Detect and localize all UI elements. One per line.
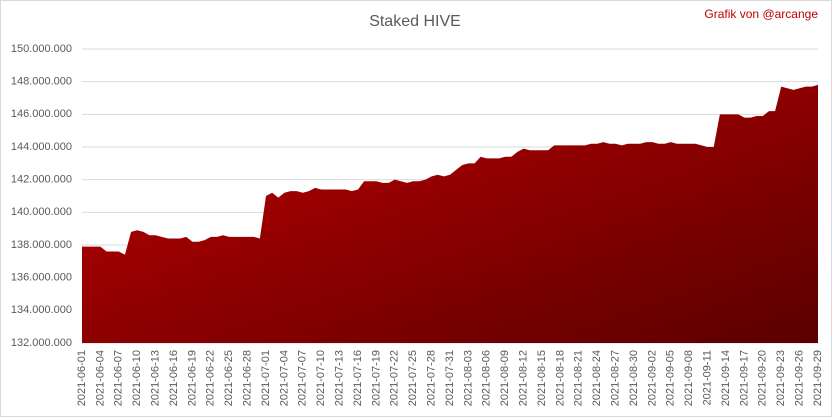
x-tick-label: 2021-06-01 (76, 350, 88, 406)
x-tick-label: 2021-09-23 (775, 350, 787, 406)
x-tick-label: 2021-08-12 (518, 350, 530, 406)
x-tick-label: 2021-06-04 (94, 350, 106, 406)
x-tick-label: 2021-07-13 (334, 350, 346, 406)
x-tick-label: 2021-07-25 (407, 350, 419, 406)
x-tick-label: 2021-07-31 (444, 350, 456, 406)
x-tick-label: 2021-09-02 (646, 350, 658, 406)
annotation: Grafik von @arcange (704, 7, 818, 21)
x-tick-label: 2021-06-16 (168, 350, 180, 406)
y-tick-label: 144.000.000 (11, 141, 72, 153)
x-tick-label: 2021-07-28 (426, 350, 438, 406)
x-tick-label: 2021-08-03 (462, 350, 474, 406)
y-tick-label: 138.000.000 (11, 239, 72, 251)
x-tick-label: 2021-07-22 (389, 350, 401, 406)
x-tick-label: 2021-09-08 (683, 350, 695, 406)
y-tick-label: 132.000.000 (11, 337, 72, 349)
x-tick-label: 2021-07-01 (260, 350, 272, 406)
y-tick-label: 148.000.000 (11, 76, 72, 88)
y-tick-label: 150.000.000 (11, 43, 72, 55)
y-tick-label: 140.000.000 (11, 206, 72, 218)
x-tick-label: 2021-06-07 (113, 350, 125, 406)
x-tick-label: 2021-06-22 (205, 350, 217, 406)
y-tick-label: 142.000.000 (11, 174, 72, 186)
y-tick-label: 136.000.000 (11, 272, 72, 284)
x-tick-label: 2021-07-07 (297, 350, 309, 406)
x-tick-label: 2021-07-04 (278, 350, 290, 406)
y-tick-label: 134.000.000 (11, 304, 72, 316)
x-tick-label: 2021-09-17 (738, 350, 750, 406)
x-tick-label: 2021-08-24 (591, 350, 603, 406)
x-tick-label: 2021-08-27 (610, 350, 622, 406)
x-tick-label: 2021-06-19 (186, 350, 198, 406)
area (82, 84, 818, 343)
x-tick-label: 2021-08-30 (628, 350, 640, 406)
x-tick-label: 2021-08-15 (536, 350, 548, 406)
x-tick-label: 2021-09-11 (702, 350, 714, 405)
x-tick-label: 2021-08-18 (554, 350, 566, 406)
x-tick-label: 2021-09-05 (665, 350, 677, 406)
x-tick-label: 2021-06-13 (150, 350, 162, 406)
x-tick-label: 2021-08-09 (499, 350, 511, 406)
x-tick-label: 2021-09-26 (794, 350, 806, 406)
x-tick-label: 2021-09-29 (812, 350, 824, 406)
x-tick-label: 2021-08-21 (573, 350, 585, 406)
x-tick-label: 2021-06-25 (223, 350, 235, 406)
x-tick-label: 2021-06-10 (131, 350, 143, 406)
x-tick-label: 2021-07-19 (370, 350, 382, 406)
x-tick-label: 2021-09-14 (720, 350, 732, 406)
chart-title: Staked HIVE (369, 13, 461, 30)
x-tick-label: 2021-07-10 (315, 350, 327, 406)
y-tick-label: 146.000.000 (11, 108, 72, 120)
x-tick-label: 2021-06-28 (242, 350, 254, 406)
x-tick-label: 2021-07-16 (352, 350, 364, 406)
x-tick-label: 2021-09-20 (757, 350, 769, 406)
x-tick-label: 2021-08-06 (481, 350, 493, 406)
